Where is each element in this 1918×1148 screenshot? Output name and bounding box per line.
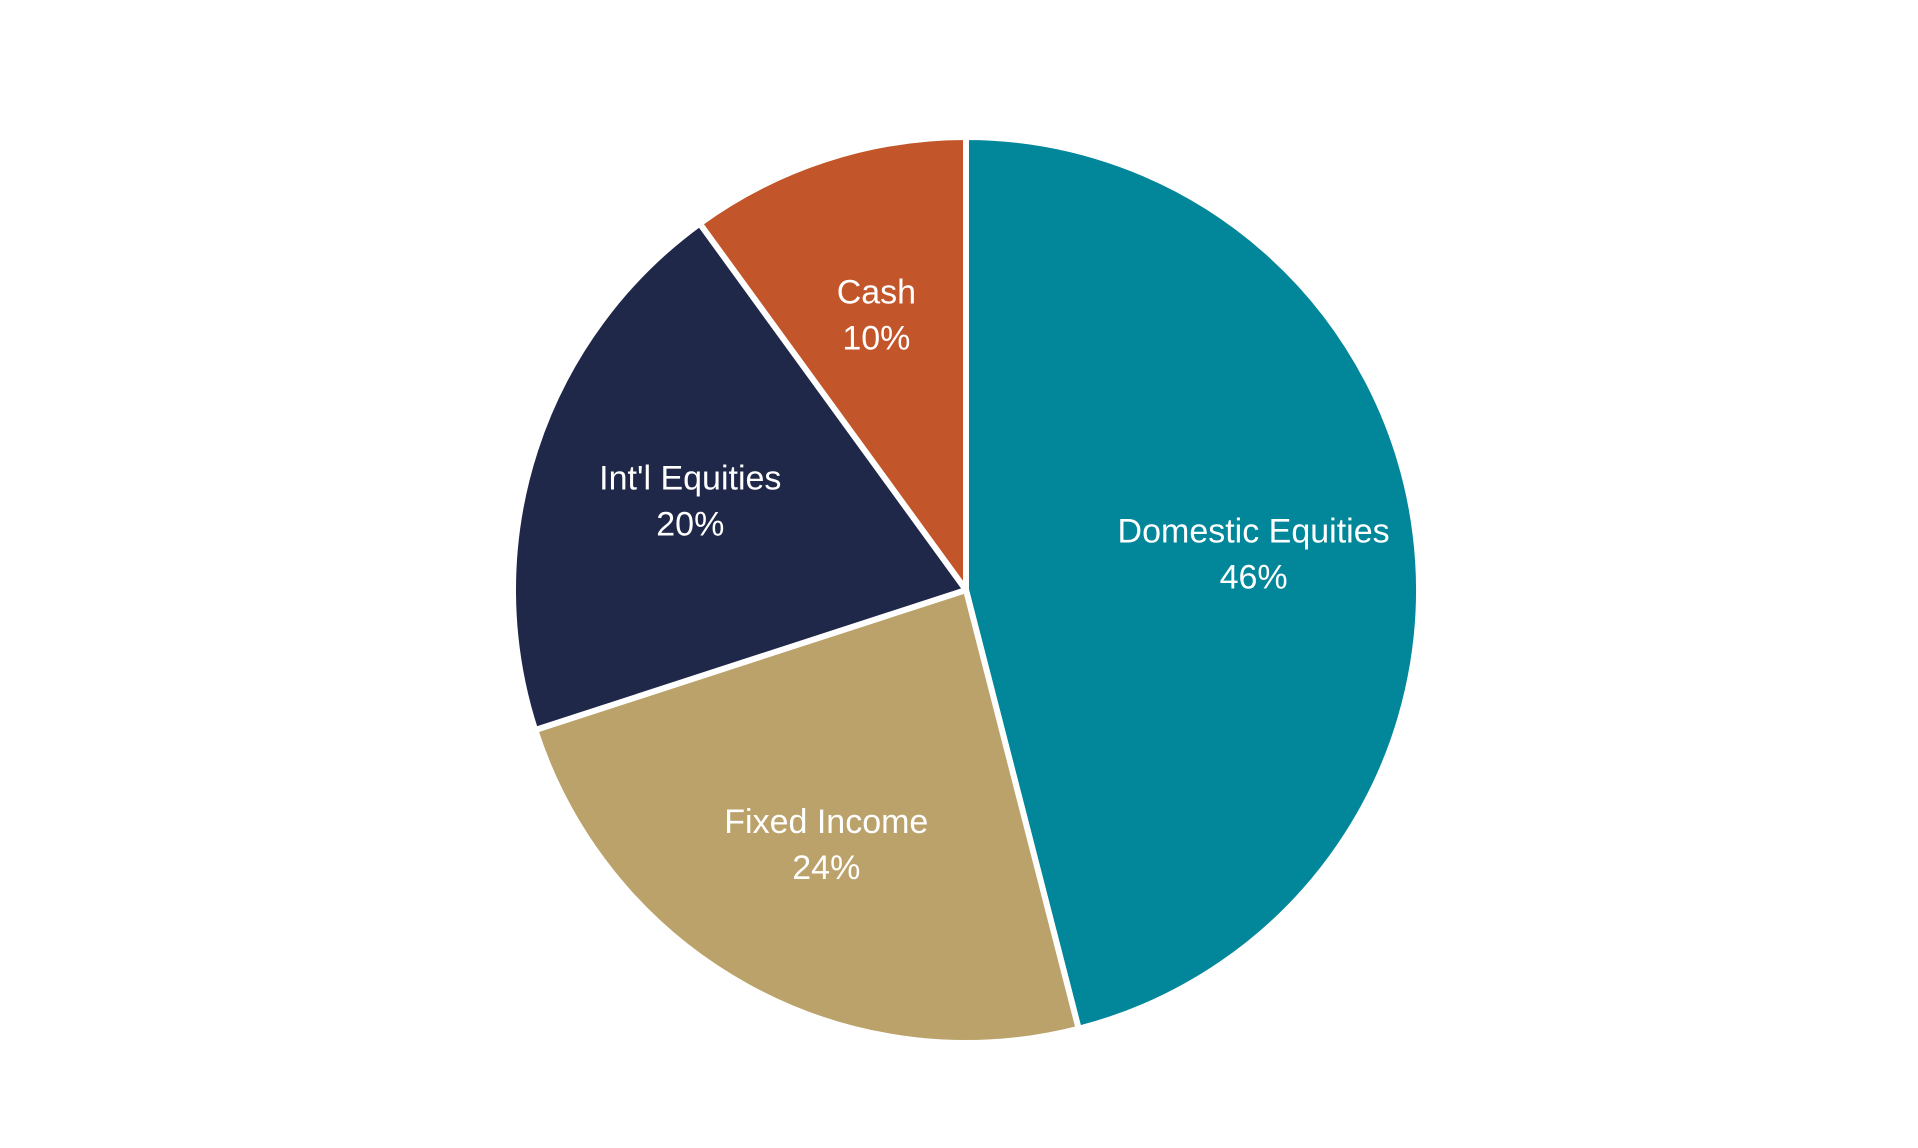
slice-label-fixed-income: Fixed Income <box>724 803 928 841</box>
pie-slice-cash <box>696 134 969 593</box>
slice-label-int-l-equities: Int'l Equities <box>599 459 781 497</box>
pie-slice-fixed-income <box>532 587 1082 1046</box>
pie-slice-int-l-equities <box>510 220 969 733</box>
slice-label-cash: Cash <box>837 273 916 311</box>
slice-value-int-l-equities: 20% <box>656 505 724 543</box>
slice-value-cash: 10% <box>842 319 910 357</box>
slice-value-fixed-income: 24% <box>792 849 860 887</box>
slice-label-domestic-equities: Domestic Equities <box>1118 513 1390 551</box>
slice-value-domestic-equities: 46% <box>1220 559 1288 597</box>
pie-slices <box>510 134 1422 1046</box>
pie-slice-domestic-equities <box>963 134 1422 1032</box>
pie-labels: Domestic Equities 46% Fixed Income 24% Int'l… <box>599 273 1389 887</box>
